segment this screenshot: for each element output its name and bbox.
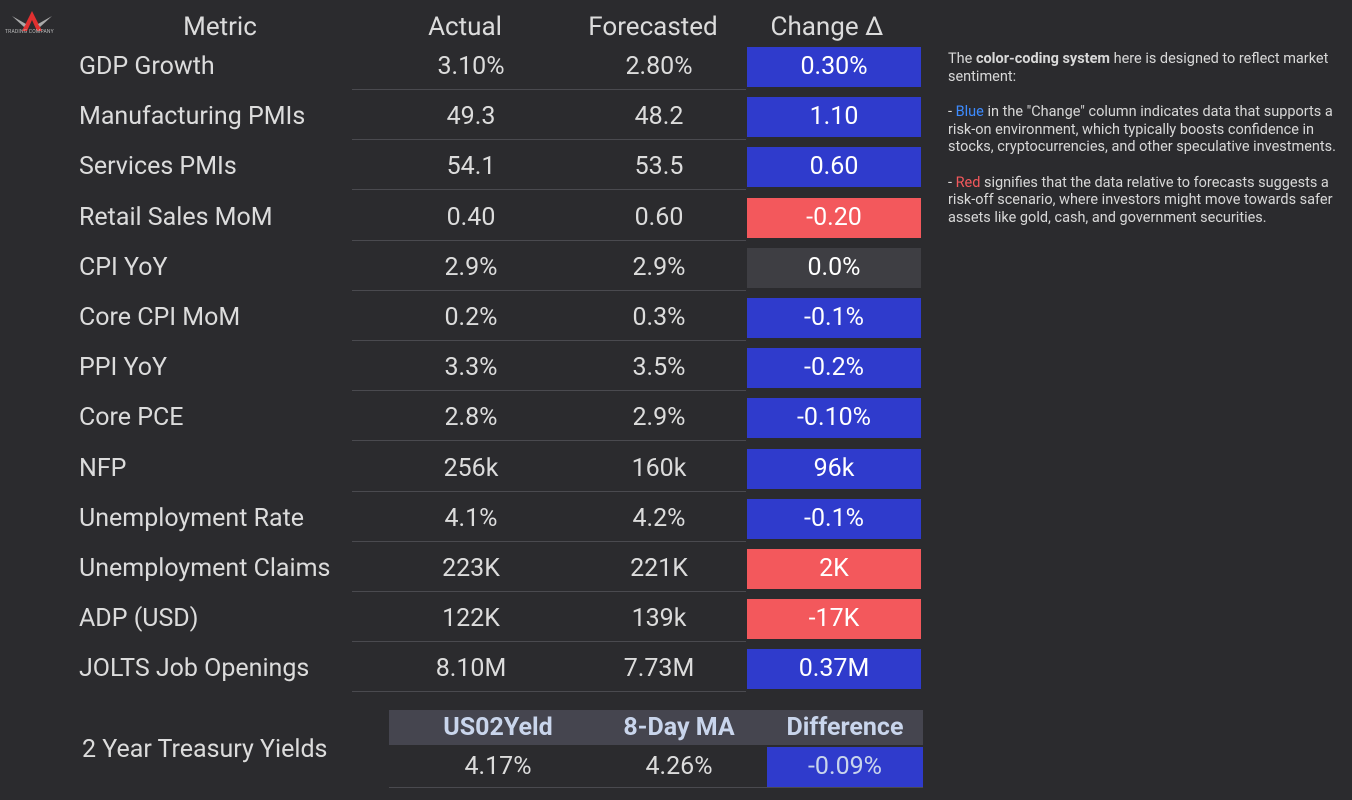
row-separator (352, 289, 746, 291)
row-separator (352, 340, 746, 341)
actual-value: 3.10% (437, 52, 505, 81)
note-text: The (948, 50, 976, 67)
actual-value: 54.1 (446, 152, 496, 182)
row-separator (352, 540, 746, 542)
metric-label: Core CPI MoM (79, 303, 241, 332)
forecast-value: 0.60 (634, 202, 684, 232)
note-text: in the "Change" column indicates data th… (948, 103, 1336, 155)
forecast-value: 4.2% (632, 503, 686, 533)
note-paragraph: The color-coding system here is designed… (948, 50, 1348, 85)
metric-label: Services PMIs (79, 152, 237, 182)
logo-icon (12, 11, 52, 31)
treasury-value: 4.17% (464, 752, 532, 781)
forecast-value: 53.5 (634, 152, 684, 182)
change-value: 0.60 (747, 147, 921, 188)
forecast-value: 3.5% (632, 353, 686, 383)
actual-value: 4.1% (444, 503, 498, 533)
actual-value: 8.10M (435, 654, 507, 684)
change-value: 0.37M (747, 649, 921, 690)
change-value: -17K (747, 599, 921, 640)
metric-label: Manufacturing PMIs (79, 102, 306, 132)
forecast-value: 2.9% (632, 252, 686, 282)
actual-value: 0.2% (444, 303, 498, 332)
column-header: Metric (183, 12, 257, 42)
row-separator (352, 189, 746, 191)
treasury-header: 8-Day MA (623, 713, 735, 742)
forecast-value: 221K (630, 554, 688, 583)
note-paragraph: - Red signifies that the data relative t… (948, 174, 1348, 227)
forecast-value: 2.80% (625, 52, 693, 81)
treasury-label: 2 Year Treasury Yields (82, 735, 328, 764)
note-text: - (948, 103, 956, 120)
treasury-header: US02Yeld (443, 713, 553, 742)
treasury-value: 4.26% (645, 752, 713, 781)
row-separator (352, 89, 746, 90)
change-value: 1.10 (747, 97, 921, 138)
change-value: 0.0% (747, 247, 921, 288)
row-separator (352, 390, 746, 392)
logo-text: TRADING COMPANY (5, 29, 54, 35)
forecast-value: 48.2 (634, 102, 684, 132)
forecast-value: 0.3% (632, 303, 686, 332)
forecast-value: 139k (631, 604, 687, 634)
treasury-value: -0.09% (767, 747, 923, 787)
metric-label: CPI YoY (79, 252, 168, 282)
actual-value: 0.40 (446, 202, 496, 232)
change-value: 2K (747, 549, 921, 589)
change-value: 0.30% (747, 47, 921, 87)
row-separator (352, 239, 746, 241)
actual-value: 3.3% (444, 353, 498, 383)
change-value: -0.2% (747, 348, 921, 389)
column-header: Forecasted (588, 12, 718, 42)
note-text: Red (955, 173, 981, 191)
row-separator (352, 591, 746, 592)
metric-label: Unemployment Claims (79, 554, 331, 583)
note-text: - (948, 173, 956, 191)
note-text: color-coding system (975, 50, 1110, 67)
note-text: here is designed to reflect market senti… (948, 50, 1329, 85)
actual-value: 2.9% (444, 252, 498, 282)
actual-value: 122K (442, 604, 500, 634)
actual-value: 49.3 (446, 102, 496, 132)
note-paragraph: - Blue in the "Change" column indicates … (948, 103, 1348, 156)
change-value: -0.1% (747, 298, 921, 338)
row-separator (352, 490, 746, 492)
metric-label: GDP Growth (79, 52, 215, 81)
row-separator (352, 691, 746, 693)
note: The color-coding system here is designed… (948, 50, 1348, 244)
forecast-value: 7.73M (623, 654, 695, 684)
metric-label: Unemployment Rate (79, 503, 305, 533)
change-value: -0.10% (747, 398, 921, 439)
forecast-value: 160k (631, 453, 687, 483)
actual-value: 223K (442, 554, 500, 583)
metric-label: Core PCE (79, 403, 184, 433)
actual-value: 256k (443, 453, 499, 483)
treasury-separator (389, 787, 923, 788)
actual-value: 2.8% (444, 403, 498, 433)
metric-label: Retail Sales MoM (79, 202, 273, 232)
metric-label: ADP (USD) (79, 604, 199, 634)
row-separator (352, 440, 746, 442)
metric-label: JOLTS Job Openings (79, 654, 310, 684)
note-text: Blue (955, 103, 984, 120)
change-value: -0.20 (747, 197, 921, 238)
change-value: 96k (747, 448, 921, 489)
treasury-band (389, 710, 923, 745)
metric-label: PPI YoY (79, 353, 168, 383)
change-value: -0.1% (747, 498, 921, 539)
treasury-header: Difference (786, 713, 904, 742)
metric-label: NFP (79, 453, 127, 483)
column-header: Change Δ (770, 12, 884, 42)
column-header: Actual (428, 12, 502, 42)
row-separator (352, 139, 746, 141)
note-text: signifies that the data relative to fore… (948, 173, 1333, 226)
forecast-value: 2.9% (632, 403, 686, 433)
row-separator (352, 641, 746, 643)
